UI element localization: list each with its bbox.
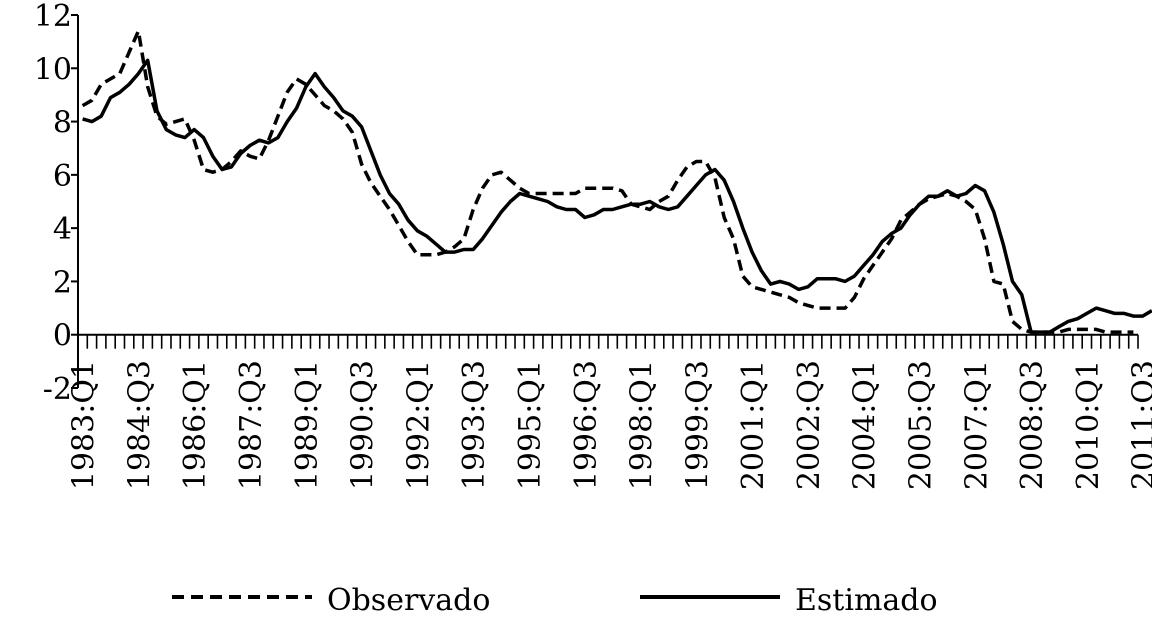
y-tick-label: 6	[53, 159, 72, 194]
y-tick-label: 4	[53, 212, 72, 247]
y-tick-label: 2	[53, 265, 72, 300]
x-tick-label: 1986:Q1	[178, 360, 213, 490]
x-axis: 1983:Q1 1984:Q3 1986:Q1 1987:Q3 1989:Q1 1990:…	[67, 333, 1152, 490]
x-tick-label: 2010:Q1	[1071, 360, 1106, 490]
plot-area	[81, 29, 1152, 334]
y-tick-label: 12	[34, 0, 72, 34]
x-tick-label: 2005:Q3	[903, 360, 938, 490]
x-tick-label: 1998:Q1	[625, 360, 660, 490]
x-tick-label: 1989:Q1	[290, 360, 325, 490]
legend: Observado Estimado	[172, 583, 938, 617]
y-tick-label: 0	[53, 319, 72, 354]
x-tick-label: 1990:Q3	[346, 360, 381, 490]
legend-label-observado: Observado	[327, 583, 490, 617]
legend-label-estimado: Estimado	[795, 583, 938, 617]
x-tick-label: 1999:Q3	[680, 360, 715, 490]
y-tick-label: -2	[43, 372, 72, 407]
y-axis: -2 0 2 4 6 8 10 12	[34, 0, 79, 407]
y-tick-label: 8	[53, 106, 72, 141]
x-tick-label: 1995:Q1	[513, 360, 548, 490]
y-tick-label: 10	[34, 52, 72, 87]
x-tick-label: 1996:Q3	[569, 360, 604, 490]
x-tick-label: 1984:Q3	[122, 360, 157, 490]
x-tick-label: 1983:Q1	[67, 360, 102, 490]
x-tick-label: 2002:Q3	[792, 360, 827, 490]
x-tick-label: 2011:Q3	[1127, 360, 1152, 490]
series-line-observado	[81, 29, 1134, 334]
x-tick-label: 2001:Q1	[736, 360, 771, 490]
series-line-estimado	[82, 58, 1152, 334]
x-tick-label: 1987:Q3	[234, 360, 269, 490]
x-tick-label: 2008:Q3	[1015, 360, 1050, 490]
x-tick-label: 2004:Q1	[848, 360, 883, 490]
x-tick-label: 2007:Q1	[959, 360, 994, 490]
x-tick-label: 1992:Q1	[401, 360, 436, 490]
x-tick-label: 1993:Q3	[457, 360, 492, 490]
